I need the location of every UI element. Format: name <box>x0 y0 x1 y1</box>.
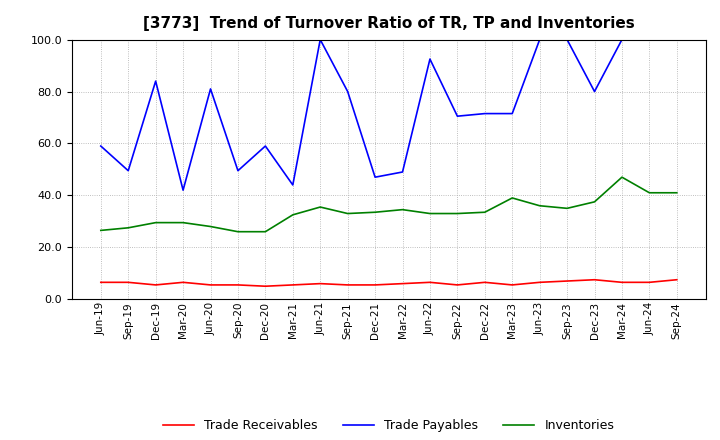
Inventories <box>563 205 572 211</box>
Trade Payables <box>289 182 297 187</box>
Trade Payables <box>590 89 599 94</box>
Trade Payables <box>206 86 215 92</box>
Inventories <box>398 207 407 212</box>
Trade Receivables <box>672 277 681 282</box>
Title: [3773]  Trend of Turnover Ratio of TR, TP and Inventories: [3773] Trend of Turnover Ratio of TR, TP… <box>143 16 634 32</box>
Trade Payables <box>316 37 325 42</box>
Inventories <box>233 229 242 235</box>
Legend: Trade Receivables, Trade Payables, Inventories: Trade Receivables, Trade Payables, Inven… <box>158 414 619 437</box>
Inventories <box>426 211 434 216</box>
Trade Payables <box>480 111 489 116</box>
Trade Receivables <box>96 280 105 285</box>
Trade Receivables <box>645 280 654 285</box>
Line: Trade Receivables: Trade Receivables <box>101 280 677 286</box>
Inventories <box>480 209 489 215</box>
Trade Payables <box>508 111 516 116</box>
Trade Receivables <box>453 282 462 288</box>
Trade Receivables <box>426 280 434 285</box>
Trade Receivables <box>480 280 489 285</box>
Trade Receivables <box>563 279 572 284</box>
Trade Payables <box>233 168 242 173</box>
Inventories <box>508 195 516 201</box>
Inventories <box>645 190 654 195</box>
Inventories <box>590 199 599 205</box>
Trade Receivables <box>618 280 626 285</box>
Trade Payables <box>672 37 681 42</box>
Inventories <box>343 211 352 216</box>
Trade Receivables <box>590 277 599 282</box>
Trade Payables <box>343 89 352 94</box>
Inventories <box>96 228 105 233</box>
Trade Payables <box>453 114 462 119</box>
Inventories <box>371 209 379 215</box>
Trade Payables <box>536 37 544 42</box>
Trade Receivables <box>316 281 325 286</box>
Trade Payables <box>151 78 160 84</box>
Trade Receivables <box>261 284 270 289</box>
Inventories <box>124 225 132 231</box>
Trade Payables <box>645 37 654 42</box>
Trade Receivables <box>371 282 379 288</box>
Inventories <box>536 203 544 209</box>
Inventories <box>672 190 681 195</box>
Trade Receivables <box>398 281 407 286</box>
Trade Payables <box>371 175 379 180</box>
Inventories <box>453 211 462 216</box>
Trade Payables <box>261 143 270 149</box>
Line: Trade Payables: Trade Payables <box>101 40 677 190</box>
Inventories <box>151 220 160 225</box>
Trade Payables <box>426 56 434 62</box>
Trade Payables <box>96 143 105 149</box>
Trade Payables <box>179 187 187 193</box>
Line: Inventories: Inventories <box>101 177 677 232</box>
Trade Payables <box>398 169 407 175</box>
Trade Receivables <box>179 280 187 285</box>
Trade Receivables <box>151 282 160 288</box>
Inventories <box>618 175 626 180</box>
Inventories <box>206 224 215 229</box>
Trade Receivables <box>508 282 516 288</box>
Inventories <box>179 220 187 225</box>
Trade Receivables <box>289 282 297 288</box>
Trade Payables <box>563 37 572 42</box>
Trade Receivables <box>536 280 544 285</box>
Trade Receivables <box>206 282 215 288</box>
Trade Payables <box>124 168 132 173</box>
Inventories <box>316 205 325 210</box>
Trade Receivables <box>233 282 242 288</box>
Inventories <box>289 212 297 217</box>
Inventories <box>261 229 270 235</box>
Trade Receivables <box>343 282 352 288</box>
Trade Payables <box>618 37 626 42</box>
Trade Receivables <box>124 280 132 285</box>
